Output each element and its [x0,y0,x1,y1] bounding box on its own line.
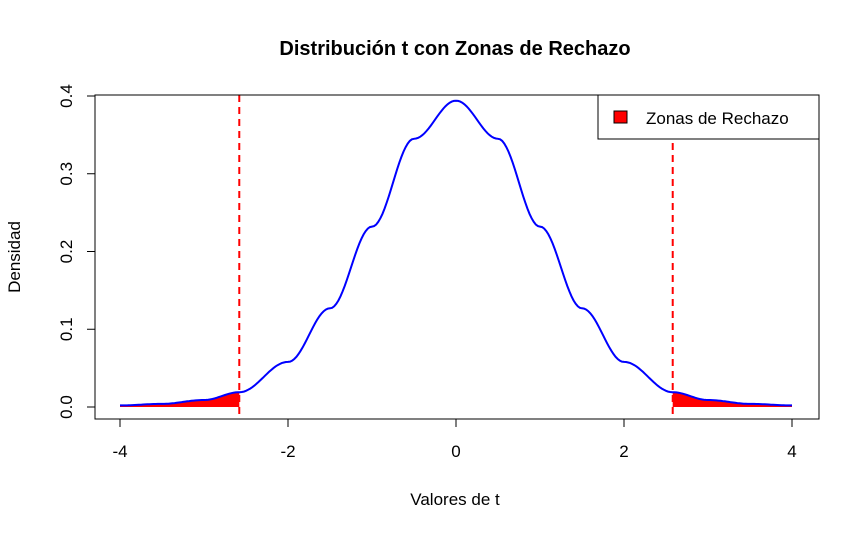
legend: Zonas de Rechazo [597,94,820,140]
x-tick-label: 4 [787,442,796,461]
legend-label: Zonas de Rechazo [646,109,789,128]
y-tick-label: 0.2 [57,240,76,264]
y-tick-label: 0.4 [57,84,76,108]
legend-swatch [613,110,628,124]
critical-lines [238,95,674,419]
y-tick-label: 0.0 [57,395,76,419]
x-tick-label: 2 [619,442,628,461]
x-axis-label: Valores de t [410,490,500,509]
density-curve [120,99,792,407]
legend-box [597,94,820,140]
x-tick-label: -2 [280,442,295,461]
rejection-zone-right [672,392,792,407]
x-tick-label: 0 [451,442,460,461]
x-axis: -4 -2 0 2 4 [112,418,797,461]
rejection-zone-left [120,392,240,407]
y-tick-label: 0.1 [57,317,76,341]
y-tick-label: 0.3 [57,162,76,186]
chart-title: Distribución t con Zonas de Rechazo [279,38,630,60]
x-tick-label: -4 [112,442,127,461]
y-axis: 0.0 0.1 0.2 0.3 0.4 [57,84,96,419]
series-group [120,99,792,407]
y-axis-label: Densidad [5,221,24,293]
plot-frame [94,94,820,420]
rejection-zones [120,392,792,407]
